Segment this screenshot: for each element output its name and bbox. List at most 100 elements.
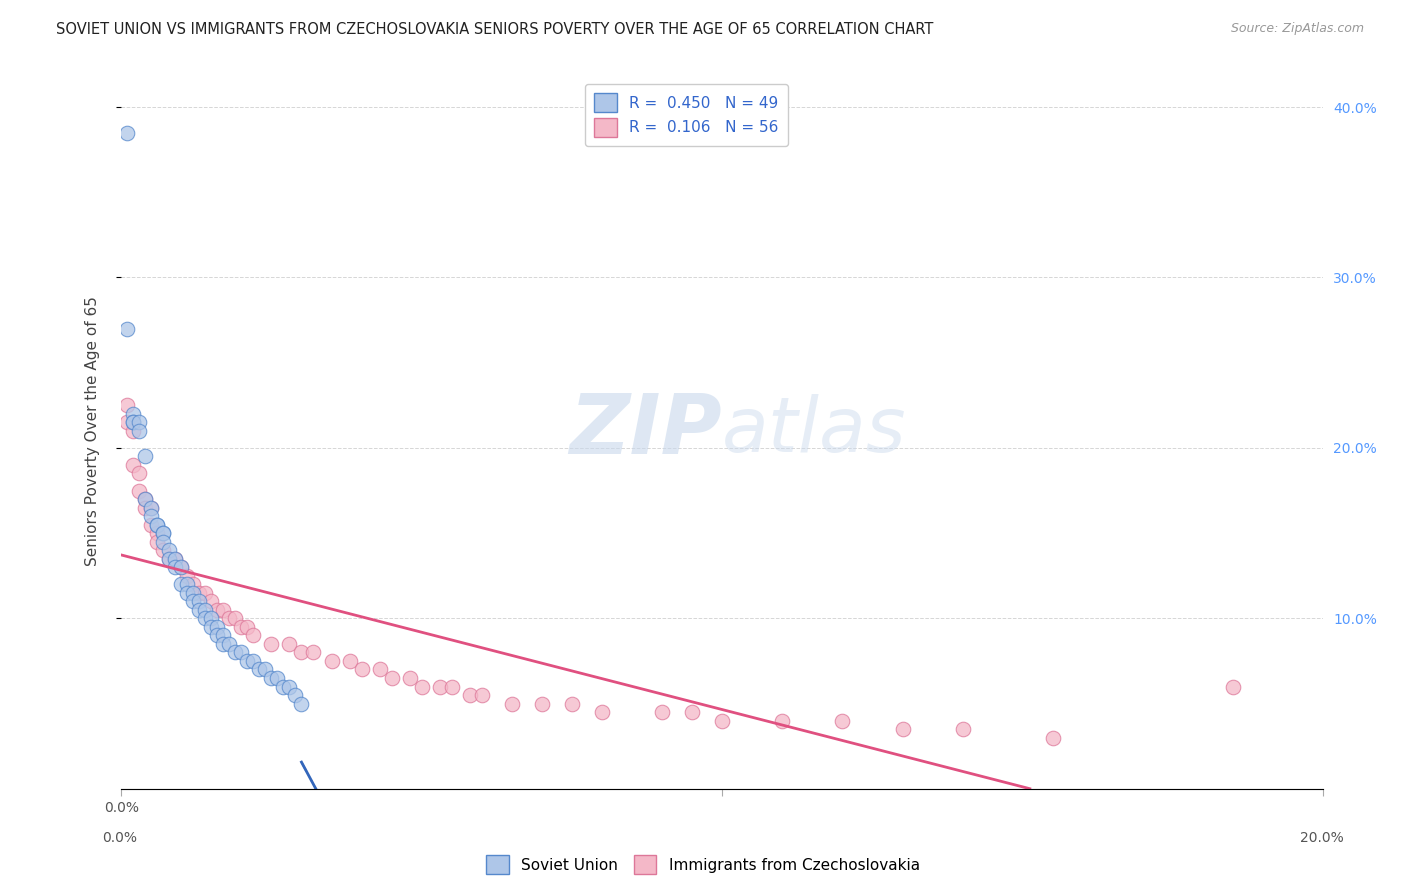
Point bbox=[128, 467, 150, 481]
Point bbox=[260, 671, 283, 685]
Point bbox=[176, 577, 198, 591]
Point bbox=[429, 680, 451, 694]
Point bbox=[278, 637, 301, 651]
Text: ZIP: ZIP bbox=[569, 391, 723, 471]
Point bbox=[176, 568, 198, 582]
Point bbox=[651, 705, 673, 719]
Point bbox=[115, 415, 138, 429]
Point bbox=[231, 620, 253, 634]
Point bbox=[194, 586, 217, 600]
Point bbox=[152, 526, 174, 541]
Point bbox=[128, 483, 150, 498]
Point bbox=[141, 500, 163, 515]
Point bbox=[254, 663, 277, 677]
Point bbox=[218, 611, 240, 625]
Point bbox=[141, 500, 163, 515]
Point bbox=[152, 543, 174, 558]
Point bbox=[381, 671, 404, 685]
Point bbox=[398, 671, 420, 685]
Point bbox=[200, 611, 222, 625]
Point bbox=[122, 415, 145, 429]
Point bbox=[170, 560, 193, 574]
Point bbox=[122, 424, 145, 438]
Point bbox=[181, 594, 204, 608]
Point bbox=[350, 663, 373, 677]
Point bbox=[273, 680, 295, 694]
Point bbox=[411, 680, 433, 694]
Point bbox=[212, 628, 235, 642]
Point bbox=[218, 637, 240, 651]
Point bbox=[471, 688, 494, 702]
Point bbox=[146, 534, 169, 549]
Point bbox=[207, 603, 229, 617]
Point bbox=[194, 603, 217, 617]
Point bbox=[146, 526, 169, 541]
Point bbox=[115, 398, 138, 412]
Point bbox=[284, 688, 307, 702]
Point bbox=[122, 415, 145, 429]
Point bbox=[302, 645, 325, 659]
Point bbox=[128, 424, 150, 438]
Point bbox=[266, 671, 288, 685]
Point bbox=[321, 654, 343, 668]
Point bbox=[458, 688, 481, 702]
Point bbox=[440, 680, 463, 694]
Point bbox=[891, 722, 914, 736]
Point bbox=[134, 491, 156, 506]
Point bbox=[770, 714, 793, 728]
Point bbox=[170, 560, 193, 574]
Point bbox=[115, 321, 138, 335]
Text: SOVIET UNION VS IMMIGRANTS FROM CZECHOSLOVAKIA SENIORS POVERTY OVER THE AGE OF 6: SOVIET UNION VS IMMIGRANTS FROM CZECHOSL… bbox=[56, 22, 934, 37]
Point bbox=[200, 620, 222, 634]
Point bbox=[157, 551, 180, 566]
Point bbox=[141, 509, 163, 524]
Point bbox=[188, 586, 211, 600]
Point bbox=[176, 586, 198, 600]
Point bbox=[339, 654, 361, 668]
Point bbox=[236, 654, 259, 668]
Text: 0.0%: 0.0% bbox=[103, 831, 136, 846]
Point bbox=[530, 697, 553, 711]
Text: atlas: atlas bbox=[723, 394, 907, 468]
Legend: Soviet Union, Immigrants from Czechoslovakia: Soviet Union, Immigrants from Czechoslov… bbox=[479, 849, 927, 880]
Point bbox=[290, 697, 312, 711]
Point bbox=[128, 415, 150, 429]
Point bbox=[501, 697, 523, 711]
Point bbox=[165, 551, 187, 566]
Point bbox=[165, 560, 187, 574]
Point bbox=[157, 543, 180, 558]
Point bbox=[146, 517, 169, 532]
Point bbox=[247, 663, 270, 677]
Point bbox=[681, 705, 703, 719]
Point bbox=[290, 645, 312, 659]
Point bbox=[146, 517, 169, 532]
Point bbox=[115, 126, 138, 140]
Point bbox=[152, 534, 174, 549]
Text: Source: ZipAtlas.com: Source: ZipAtlas.com bbox=[1230, 22, 1364, 36]
Point bbox=[157, 551, 180, 566]
Point bbox=[122, 458, 145, 472]
Point bbox=[561, 697, 583, 711]
Point bbox=[122, 407, 145, 421]
Point bbox=[188, 603, 211, 617]
Point bbox=[181, 586, 204, 600]
Point bbox=[134, 491, 156, 506]
Point bbox=[1222, 680, 1244, 694]
Point bbox=[134, 450, 156, 464]
Point bbox=[711, 714, 734, 728]
Point bbox=[152, 526, 174, 541]
Point bbox=[134, 500, 156, 515]
Point bbox=[952, 722, 974, 736]
Point bbox=[242, 654, 264, 668]
Point bbox=[242, 628, 264, 642]
Point bbox=[224, 611, 246, 625]
Y-axis label: Seniors Poverty Over the Age of 65: Seniors Poverty Over the Age of 65 bbox=[86, 296, 100, 566]
Point bbox=[188, 594, 211, 608]
Point bbox=[212, 603, 235, 617]
Point bbox=[170, 577, 193, 591]
Point bbox=[194, 611, 217, 625]
Point bbox=[224, 645, 246, 659]
Point bbox=[260, 637, 283, 651]
Point bbox=[207, 620, 229, 634]
Point bbox=[141, 517, 163, 532]
